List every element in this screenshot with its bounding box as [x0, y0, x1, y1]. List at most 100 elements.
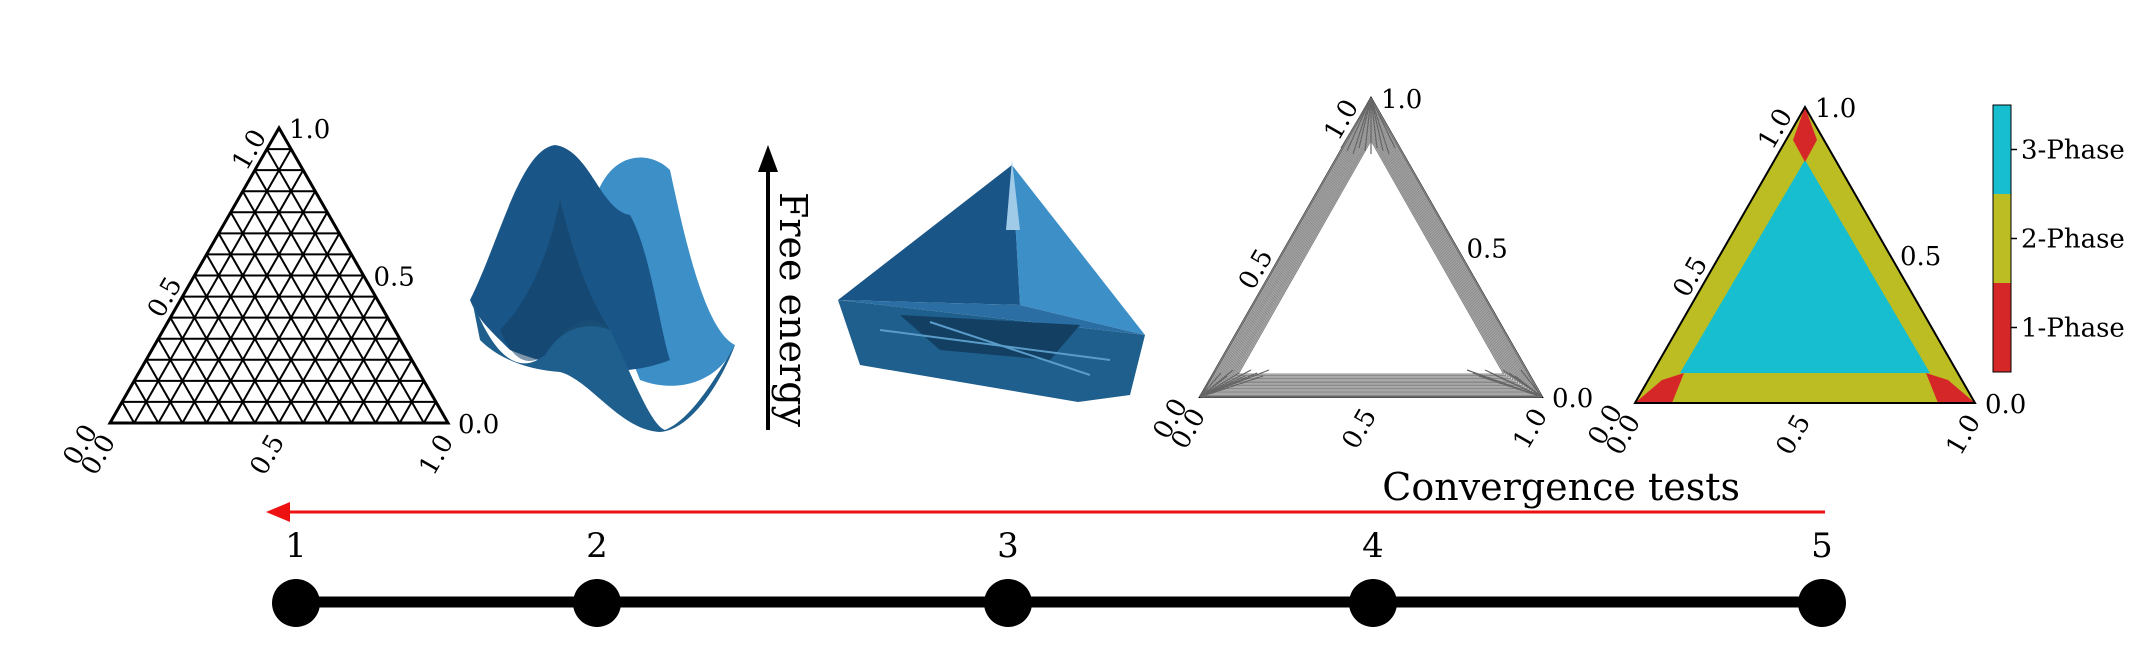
- corner-fan-line: [1364, 97, 1372, 152]
- timeline-step-label: 5: [1811, 526, 1833, 566]
- mesh-edge: [302, 296, 377, 424]
- phase-regions: [1635, 107, 1975, 403]
- mesh-edge: [266, 148, 425, 424]
- phase-colorbar: 3-Phase 2-Phase 1-Phase: [1992, 104, 2125, 373]
- bottom-axis-tick-label: 1.0: [413, 430, 460, 481]
- hull-edge-line: [1370, 97, 1543, 398]
- mesh-edge: [181, 190, 317, 424]
- hull-edge-line: [1370, 126, 1517, 382]
- colorbar-segment: [1993, 105, 2011, 194]
- timeline-step-label: 1: [285, 526, 307, 566]
- left-axis-tick-label: 0.5: [142, 272, 189, 323]
- hull-edge-line: [1232, 134, 1372, 378]
- energy-arrow-head: [758, 145, 778, 172]
- hull-edge-line: [1235, 137, 1372, 376]
- right-axis-tick-label: 1.0: [1815, 94, 1856, 124]
- right-axis-tick-label: 0.0: [1552, 384, 1593, 414]
- mesh-edge: [253, 253, 353, 424]
- free-energy-surface: [470, 145, 735, 432]
- colorbar-label: 1-Phase: [2021, 314, 2125, 344]
- hull-edge-line: [1370, 105, 1536, 393]
- mesh-edge: [205, 253, 305, 424]
- corner-fan-line: [1199, 372, 1222, 398]
- right-axis-tick-label: 0.5: [1900, 242, 1941, 272]
- mesh-edge: [278, 275, 365, 424]
- hull-edge-line: [1201, 100, 1372, 396]
- mesh-edge: [145, 359, 184, 424]
- corner-fan-line: [1370, 97, 1390, 155]
- hull-edge-line: [1223, 124, 1372, 383]
- hull-facet-line: [929, 321, 1091, 376]
- hull-edge-line: [1218, 118, 1372, 386]
- mesh-edge: [398, 380, 425, 424]
- timeline-step-label: 4: [1362, 526, 1384, 566]
- convergence-arrow: Convergence tests: [266, 465, 1825, 522]
- hull-edge-line: [1209, 108, 1372, 392]
- hull-back-right-face: [1012, 165, 1145, 335]
- mesh-lines: [121, 148, 437, 424]
- timeline-step-node: [573, 579, 621, 627]
- mesh-edge: [241, 190, 377, 424]
- right-axis-tick-label: 0.0: [1985, 390, 2026, 420]
- colorbar-segment: [1993, 194, 2011, 283]
- colorbar-label: 3-Phase: [2021, 136, 2125, 166]
- hull-edge-line: [1230, 132, 1372, 379]
- mesh-edge: [169, 317, 232, 424]
- corner-fan-line: [1514, 375, 1543, 398]
- three-phase-region: [1680, 160, 1930, 373]
- convex-hull-surface: [838, 160, 1145, 402]
- mesh-edge: [157, 338, 208, 424]
- corner-fan-line: [1358, 97, 1372, 149]
- hull-back-left-face: [838, 165, 1020, 305]
- timeline-step-label: 2: [586, 526, 608, 566]
- free-energy-axis: Free energy: [758, 145, 815, 430]
- hull-edge-line: [1370, 124, 1519, 383]
- hull-edge-line: [1204, 103, 1372, 395]
- bottom-axis-tick-label: 1.0: [1940, 410, 1987, 461]
- timeline-step-node: [1349, 579, 1397, 627]
- colorbar-segment: [1993, 283, 2011, 372]
- bottom-axis-tick-label: 0.5: [1770, 410, 1817, 461]
- colorbar-label: 2-Phase: [2021, 225, 2125, 255]
- corner-fan-line: [1370, 97, 1378, 149]
- mesh-edge: [133, 380, 160, 424]
- right-axis-tick-label: 1.0: [289, 115, 330, 145]
- hull-edge-line: [1370, 110, 1531, 391]
- convergence-arrow-head: [266, 502, 290, 522]
- hull-edge-line: [1206, 105, 1372, 393]
- right-axis-tick-label: 0.5: [1467, 235, 1508, 265]
- free-energy-label: Free energy: [771, 192, 815, 428]
- hull-edge-line: [1211, 110, 1372, 391]
- timeline-step-node: [272, 579, 320, 627]
- corner-fan-line: [1370, 97, 1396, 149]
- hull-edge-line: [1220, 121, 1372, 385]
- corner-fan-line: [1346, 97, 1372, 152]
- hull-edge-line: [1237, 140, 1372, 375]
- hull-edge-line: [1370, 129, 1514, 381]
- bottom-axis-tick-label: 0.5: [1336, 404, 1383, 455]
- corner-fan-line: [1352, 97, 1372, 155]
- right-axis-tick-label: 0.5: [374, 263, 415, 293]
- right-axis-tick-label: 1.0: [1381, 85, 1422, 115]
- timeline-steps: 1 2 3 4 5: [272, 526, 1846, 627]
- triangulated-mesh-panel: 0.00.51.0 1.00.50.00.0 0.5 1.0: [57, 115, 499, 480]
- mesh-edge: [374, 359, 413, 424]
- projection-edge-lines: [1199, 97, 1543, 398]
- corner-fan-line: [1199, 369, 1252, 398]
- hull-edge-line: [1370, 118, 1524, 386]
- surface-shading: [500, 200, 610, 361]
- hull-edge-line: [1225, 126, 1372, 382]
- mesh-edge: [326, 317, 389, 424]
- mesh-edge: [121, 401, 136, 424]
- corner-fan-line: [1340, 97, 1372, 149]
- hull-edge-line: [1370, 100, 1541, 396]
- mesh-edge: [133, 148, 292, 424]
- phase-triangle-outline: [1633, 104, 1977, 404]
- one-phase-region-left: [1635, 373, 1684, 403]
- hull-edge-line: [1370, 103, 1538, 395]
- hull-edge-line: [1199, 97, 1372, 398]
- hull-edge-line: [1370, 137, 1507, 376]
- timeline-step-node: [1798, 579, 1846, 627]
- hull-projection-panel: 0.00.51.0 1.00.50.00.0 0.5 1.0: [1147, 85, 1593, 454]
